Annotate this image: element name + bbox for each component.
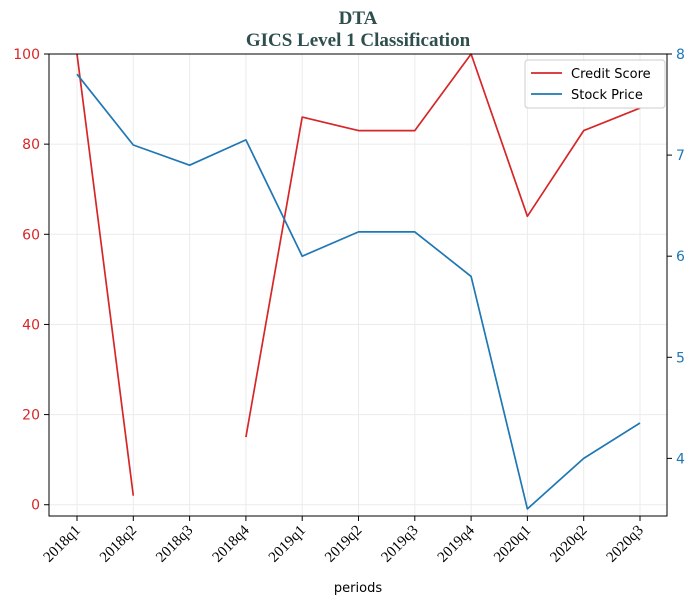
chart-title: DTA xyxy=(339,8,378,29)
legend-label-stock-price: Stock Price xyxy=(571,88,643,103)
y-left-tick-label: 20 xyxy=(22,408,40,424)
y-right-tick-label: 7 xyxy=(676,148,685,164)
y-axis-left: 0 20 40 60 80 100 xyxy=(13,47,49,514)
y-left-tick-label: 80 xyxy=(22,137,40,153)
y-left-tick-label: 0 xyxy=(31,498,40,514)
x-tick-label: 2019q3 xyxy=(378,523,421,566)
x-tick-label: 2020q3 xyxy=(604,523,647,566)
legend-box xyxy=(524,59,666,109)
x-tick-label: 2019q1 xyxy=(266,523,309,566)
x-tick-label: 2019q2 xyxy=(322,523,365,566)
y-left-tick-label: 40 xyxy=(22,317,40,333)
chart-subtitle: GICS Level 1 Classification xyxy=(246,30,471,51)
y-right-tick-label: 6 xyxy=(676,249,685,265)
x-tick-label: 2019q4 xyxy=(435,522,478,565)
x-axis-label: periods xyxy=(334,581,382,596)
legend-label-credit-score: Credit Score xyxy=(571,67,651,82)
x-tick-label: 2020q1 xyxy=(491,523,534,566)
series-line-credit-score xyxy=(76,53,641,496)
y-axis-right: 4 5 6 7 8 xyxy=(667,47,685,467)
grid xyxy=(49,53,667,516)
y-right-tick-label: 4 xyxy=(676,451,685,467)
x-tick-label: 2020q2 xyxy=(547,523,590,566)
x-tick-label: 2018q3 xyxy=(153,523,196,566)
y-right-tick-label: 5 xyxy=(676,350,685,366)
legend: Credit Score Stock Price xyxy=(524,59,666,109)
x-tick-label: 2018q4 xyxy=(210,522,253,565)
series-line-stock-price xyxy=(76,73,641,510)
y-left-tick-label: 100 xyxy=(13,47,40,63)
x-tick-label: 2018q1 xyxy=(41,523,84,566)
y-right-tick-label: 8 xyxy=(676,47,685,63)
y-left-tick-label: 60 xyxy=(22,227,40,243)
x-tick-label: 2018q2 xyxy=(97,523,140,566)
x-axis: 2018q1 2018q2 2018q3 2018q4 2019q1 2019q2 2019… xyxy=(41,516,647,566)
series-layer xyxy=(76,53,641,510)
